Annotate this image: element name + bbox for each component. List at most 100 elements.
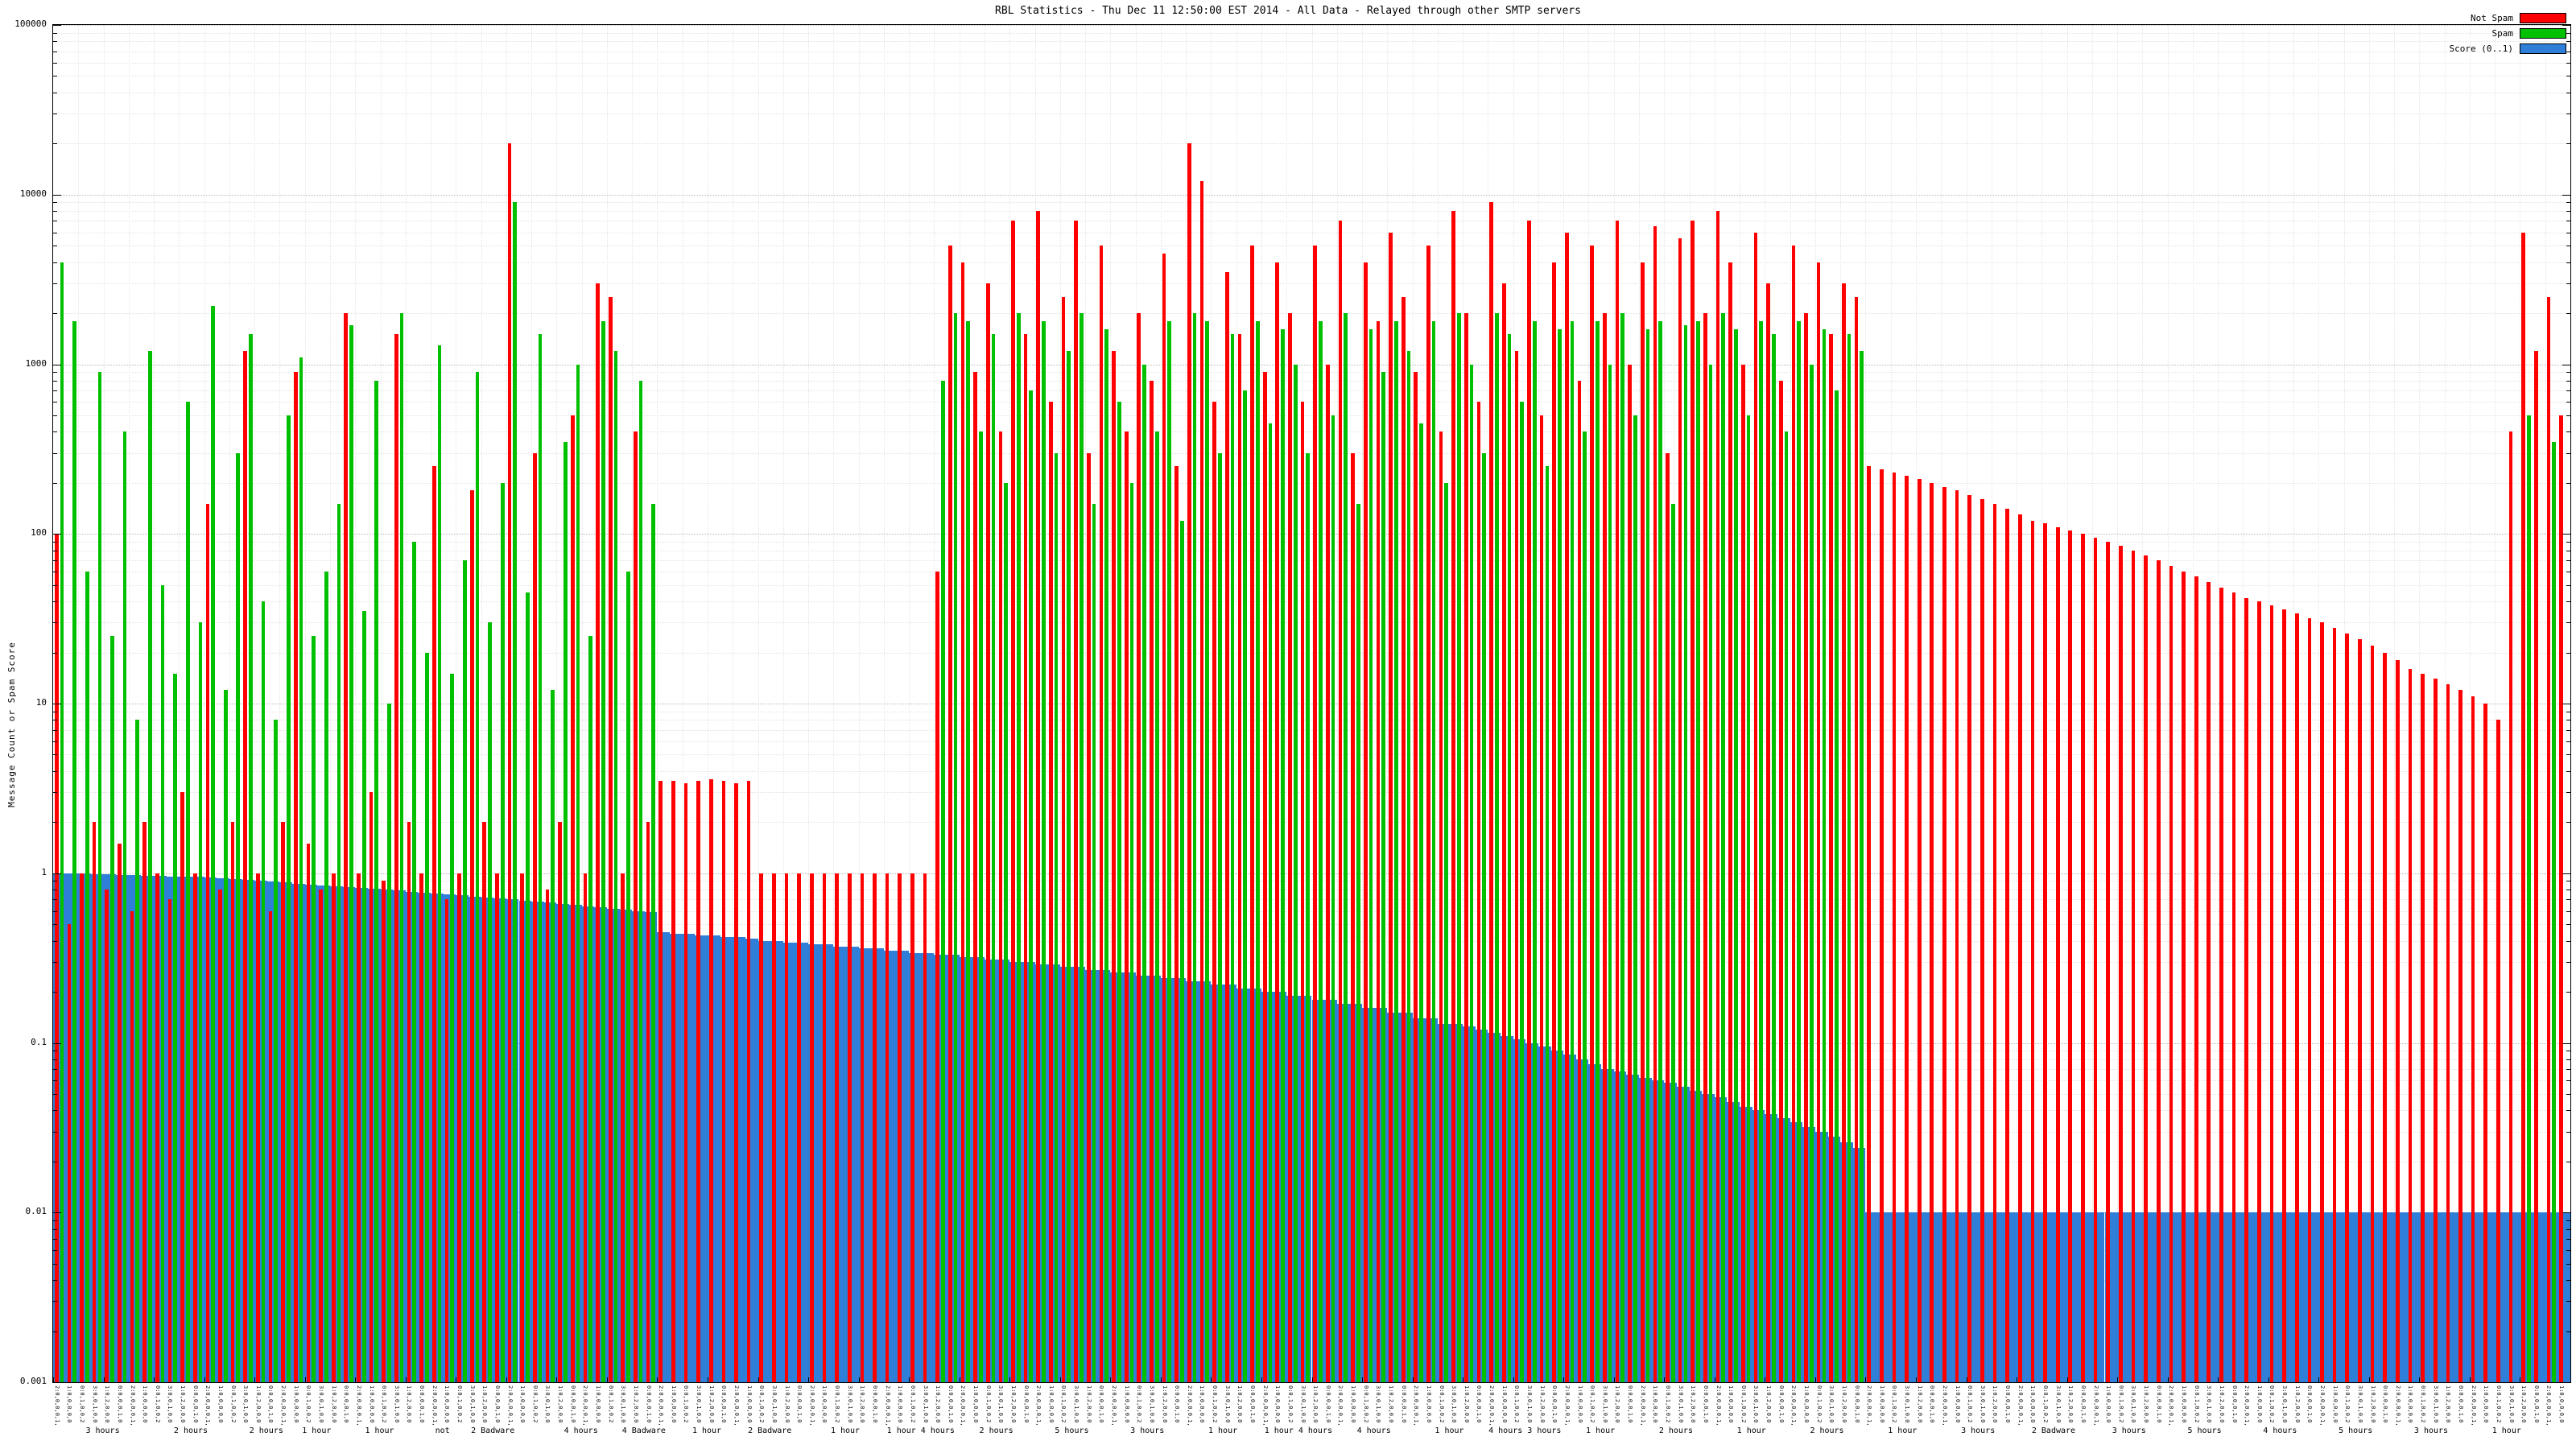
x-tick-label: 1:0,0,0,0,0 [1728, 1385, 1735, 1423]
y-axis-tick [53, 194, 61, 196]
bar-not-spam [583, 873, 588, 1382]
bar-not-spam [167, 899, 172, 1382]
x-sub-label: 3 hours [2112, 1426, 2146, 1435]
bar-spam [1734, 329, 1738, 1382]
x-tick-label: 1:0,2,0,0,0 [859, 1385, 866, 1423]
x-tick-label: 0:0,0,0,1,0 [720, 1385, 728, 1423]
x-tick-label: 2:0,0,0,0,1,0 [1715, 1385, 1722, 1426]
bar-not-spam [1690, 221, 1695, 1382]
x-tick-label: 0:0,0,0,1,0 [796, 1385, 803, 1423]
y-axis-tick [53, 1250, 57, 1251]
y-axis-tick [2566, 202, 2570, 204]
bar-spam [613, 350, 618, 1382]
x-tick-label: 2:0,0,0,0,1,0 [2470, 1385, 2477, 1426]
y-axis-tick [53, 899, 57, 901]
x-axis-tick [103, 1377, 105, 1382]
bar-not-spam [608, 296, 613, 1382]
y-axis-tick [53, 729, 57, 731]
y-axis-tick [2562, 534, 2570, 535]
bar-not-spam [671, 781, 675, 1382]
y-axis-tick [2562, 873, 2570, 874]
x-tick-label: 0:0,0,0,1,0 [493, 1385, 501, 1423]
x-tick-label: 1:0,0,0,0,0 [142, 1385, 149, 1423]
x-axis-tick [1311, 1377, 1313, 1382]
x-axis-tick [1009, 1377, 1011, 1382]
gridline-minor [53, 262, 2570, 263]
x-tick-label: 2:0,0,0,0,1,0 [1563, 1385, 1571, 1426]
gridline-minor [53, 729, 2570, 731]
y-axis-tick [2566, 601, 2570, 603]
x-sub-label: 4 hours [2263, 1426, 2297, 1435]
bar-not-spam [1653, 226, 1657, 1382]
gridline-minor [53, 482, 2570, 484]
x-tick-label: 0:0,1,0,0,2 [1815, 1385, 1823, 1423]
bar-spam [1708, 364, 1713, 1382]
bar-not-spam [1514, 350, 1519, 1382]
bar-spam [1759, 320, 1763, 1382]
bar-not-spam [2169, 565, 2174, 1382]
bar-spam [1520, 402, 1524, 1382]
plot-area [52, 24, 2571, 1383]
bar-spam [399, 313, 404, 1382]
bar-not-spam [658, 781, 663, 1382]
x-axis-tick [254, 1377, 256, 1382]
legend-label-score: Score (0..1) [2449, 43, 2513, 54]
x-tick-label: 1:0,2,0,0,0 [1916, 1385, 1923, 1423]
y-axis-tick [53, 1212, 61, 1214]
y-axis-tick [53, 1110, 57, 1112]
bar-spam [148, 350, 152, 1382]
x-axis-tick [1915, 1377, 1917, 1382]
y-axis-tick [2566, 1263, 2570, 1265]
bar-not-spam [2182, 572, 2186, 1382]
bar-spam [1469, 364, 1474, 1382]
y-axis-tick [53, 1238, 57, 1240]
x-tick-label: 1:0,2,0,0,0 [2520, 1385, 2528, 1423]
bar-not-spam [1451, 211, 1456, 1382]
bar-not-spam [2383, 652, 2388, 1382]
bar-not-spam [80, 873, 84, 1382]
x-sub-label: 2 hours [979, 1426, 1013, 1435]
bar-spam [462, 559, 467, 1382]
bar-not-spam [1778, 380, 1783, 1382]
bar-spam [1080, 313, 1084, 1382]
bar-spam [966, 320, 970, 1382]
bar-not-spam [2005, 509, 2009, 1382]
y-axis-title: Message Count or Spam Score [6, 642, 17, 807]
bar-spam [1205, 320, 1210, 1382]
chart-title: RBL Statistics - Thu Dec 11 12:50:00 EST… [995, 5, 1581, 17]
bar-spam [538, 334, 543, 1382]
bar-not-spam [847, 873, 852, 1382]
bar-not-spam [419, 873, 423, 1382]
bar-not-spam [1892, 473, 1897, 1382]
y-axis-tick [2566, 770, 2570, 772]
bar-not-spam [772, 873, 776, 1382]
bar-not-spam [1262, 372, 1267, 1382]
x-tick-label: 0:0,1,0,0,2 [2495, 1385, 2502, 1423]
gridline-minor [53, 32, 2570, 34]
bar-not-spam [1728, 262, 1733, 1382]
x-tick-label: 1:0,0,0,0,0 [2558, 1385, 2566, 1423]
x-tick-label: 1:0,0,0,0,0 [1576, 1385, 1583, 1423]
x-tick-label: 1:0,2,0,0,0 [1840, 1385, 1847, 1423]
bar-spam [953, 313, 958, 1382]
bar-not-spam [960, 262, 965, 1382]
bar-not-spam [2068, 530, 2073, 1382]
gridline-minor [53, 541, 2570, 543]
x-tick-label: 1:0,0,0,0,0 [1123, 1385, 1130, 1423]
bar-not-spam [1162, 253, 1166, 1382]
x-sub-label: 1 hour [830, 1426, 861, 1435]
bar-not-spam [2395, 660, 2400, 1382]
bar-spam [1281, 329, 1285, 1382]
bar-spam [72, 320, 76, 1382]
bar-not-spam [734, 782, 738, 1382]
x-axis-tick [2368, 1377, 2370, 1382]
y-axis-tick [53, 754, 57, 756]
bar-spam [500, 482, 505, 1382]
x-tick-label: 1:0,0,0,0,0 [1199, 1385, 1206, 1423]
x-axis-tick [506, 1377, 507, 1382]
bar-not-spam [1224, 271, 1229, 1382]
x-axis-tick [1865, 1377, 1867, 1382]
y-axis-tick [2566, 372, 2570, 374]
y-axis-tick [2566, 283, 2570, 284]
x-tick-label: 0:0,1,0,0,2 [229, 1385, 237, 1423]
